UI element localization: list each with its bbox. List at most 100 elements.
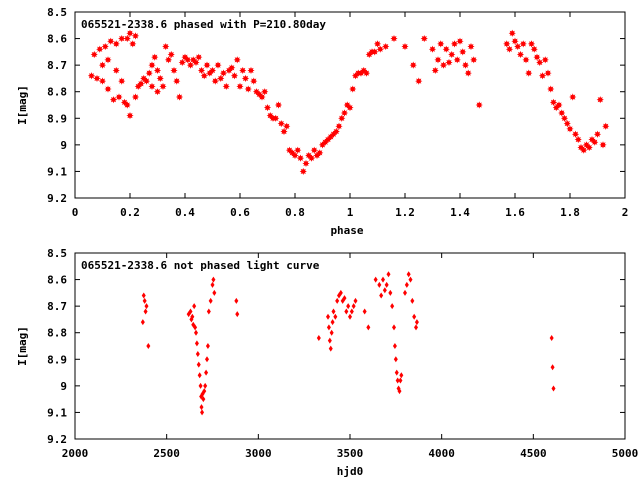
- phased-data-point: [142, 77, 151, 85]
- unphased-data-point: [382, 287, 387, 294]
- phased-data-point: [428, 45, 437, 53]
- unphased-data-point: [384, 281, 389, 288]
- phased-data-point: [98, 61, 107, 69]
- unphased-data-point: [381, 276, 385, 283]
- unphased-data-point: [393, 356, 398, 363]
- unphased-data-point: [205, 343, 210, 349]
- phased-data-point: [283, 122, 291, 130]
- phased-data-point: [349, 85, 357, 93]
- phased-data-point: [338, 114, 346, 122]
- unphased-data-point: [199, 404, 204, 411]
- phased-data-point: [112, 40, 120, 48]
- unphased-y-tick-label: 8.9: [47, 353, 67, 366]
- phased-data-point: [280, 127, 288, 136]
- phased-data-point: [453, 56, 461, 64]
- phased-data-point: [219, 69, 228, 77]
- phased-data-point: [448, 50, 456, 59]
- unphased-data-point: [140, 319, 145, 326]
- phased-panel: 065521-2338.6 phased with P=210.80day ph…: [16, 6, 628, 237]
- phased-data-point: [574, 135, 582, 144]
- unphased-x-tick-label: 3500: [337, 447, 364, 460]
- unphased-data-point: [316, 335, 321, 342]
- phased-data-point: [541, 56, 549, 64]
- phased-data-point: [228, 64, 236, 72]
- unphased-data-point: [392, 324, 396, 331]
- phased-data-point: [533, 53, 541, 61]
- phased-data-point: [602, 122, 610, 130]
- phased-data-point: [291, 151, 299, 160]
- unphased-y-tick-label: 8.7: [47, 300, 67, 313]
- unphased-data-point: [198, 382, 203, 389]
- phased-data-point: [272, 114, 280, 122]
- phased-data-point: [208, 66, 217, 75]
- unphased-data-point: [327, 337, 332, 344]
- phased-data-point: [530, 45, 538, 53]
- phased-axis-ticks: 0 0.2 0.4 0.6 0.8 1 1.2 1.4 1.6 1.8 2 8.5 8.6 8.7 8.8 8…: [47, 6, 628, 219]
- phased-data-point: [222, 82, 230, 90]
- phased-x-tick-label: 0.8: [285, 206, 305, 219]
- phased-data-point: [145, 69, 153, 77]
- phased-y-tick-label: 8.9: [47, 112, 67, 125]
- unphased-data-point: [551, 385, 556, 392]
- phased-data-point: [241, 74, 250, 83]
- unphased-data-point: [406, 271, 411, 278]
- phased-data-point: [294, 146, 302, 154]
- unphased-data-point: [326, 324, 331, 331]
- phased-x-tick-label: 0.2: [120, 206, 140, 219]
- phased-data-point: [571, 130, 580, 138]
- phased-data-point: [459, 48, 467, 56]
- phased-data-point: [90, 50, 98, 59]
- unphased-data-point: [410, 297, 415, 304]
- unphased-data-point: [414, 319, 419, 326]
- phased-y-tick-label: 8.5: [47, 6, 67, 19]
- phased-data-point: [591, 138, 599, 146]
- unphased-data-point: [141, 292, 146, 299]
- phased-data-point: [170, 66, 178, 75]
- phased-data-point: [148, 61, 156, 69]
- phased-data-point: [230, 72, 239, 80]
- phased-data-point: [131, 93, 140, 101]
- phased-data-point: [544, 69, 552, 77]
- phased-data-point: [258, 93, 266, 101]
- unphased-data-point: [204, 369, 209, 376]
- unphased-data-point: [333, 313, 338, 320]
- phased-x-tick-label: 0.6: [230, 206, 250, 219]
- phased-data-point: [519, 40, 527, 48]
- phased-data-point: [274, 101, 283, 109]
- unphased-y-tick-label: 9.2: [47, 433, 67, 446]
- phased-data-point: [307, 154, 316, 162]
- phased-data-point: [203, 61, 211, 69]
- phased-data-point: [107, 37, 115, 45]
- phased-data-point: [211, 77, 219, 85]
- phased-y-tick-label: 9: [60, 139, 67, 152]
- phased-x-tick-label: 1.6: [505, 206, 525, 219]
- unphased-x-axis-label: hjd0: [337, 465, 364, 478]
- phased-data-point: [167, 50, 175, 59]
- phased-x-tick-label: 1: [347, 206, 354, 219]
- unphased-data-point: [403, 289, 407, 296]
- unphased-data-point: [394, 369, 399, 376]
- phased-data-point: [470, 56, 478, 64]
- unphased-data-point: [142, 297, 147, 304]
- phased-data-point: [214, 61, 222, 69]
- phased-data-point: [409, 61, 417, 69]
- phased-data-point: [137, 80, 145, 88]
- phased-x-tick-label: 2: [622, 206, 629, 219]
- phased-data-point: [164, 56, 173, 64]
- phased-data-point: [153, 66, 162, 75]
- phased-data-point: [112, 66, 120, 75]
- phased-y-tick-label: 8.7: [47, 59, 67, 72]
- phased-data-point: [508, 29, 516, 37]
- unphased-data-point: [386, 271, 391, 278]
- phased-data-point: [277, 120, 285, 128]
- phased-data-point: [475, 101, 483, 109]
- unphased-data-point: [414, 324, 418, 331]
- phased-data-points: [87, 29, 610, 176]
- phased-data-point: [585, 143, 593, 152]
- phased-y-tick-label: 9.2: [47, 192, 67, 205]
- phased-data-point: [98, 77, 107, 85]
- phased-y-tick-label: 9.1: [47, 165, 67, 178]
- unphased-data-point: [329, 329, 334, 336]
- phased-data-point: [439, 61, 448, 69]
- unphased-x-tick-label: 2000: [62, 447, 89, 460]
